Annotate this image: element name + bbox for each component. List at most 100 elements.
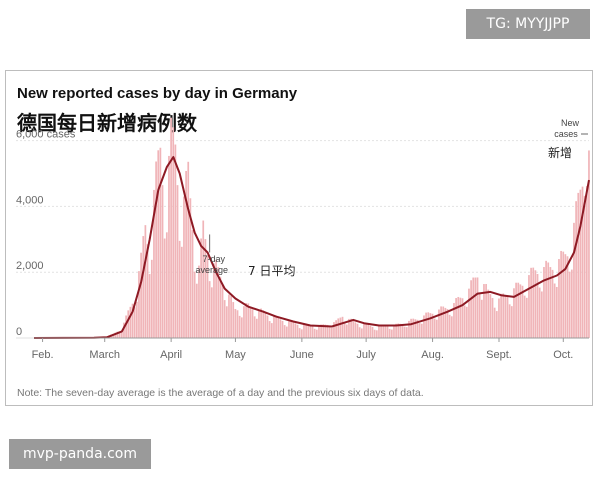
daily-bar: [425, 312, 427, 338]
daily-bar: [523, 295, 526, 338]
daily-bar: [129, 306, 132, 338]
daily-bar: [326, 324, 329, 338]
daily-bar: [168, 155, 170, 338]
average-label-zh: 7 日平均: [248, 264, 295, 278]
daily-bar: [549, 267, 552, 338]
y-tick-label: 2,000: [16, 260, 44, 272]
daily-bar: [343, 322, 346, 338]
daily-bar: [532, 267, 535, 338]
daily-bar: [438, 309, 440, 338]
daily-bar: [270, 323, 273, 338]
daily-bar: [573, 222, 575, 338]
daily-bar: [538, 287, 541, 338]
daily-bar: [502, 293, 505, 338]
daily-bar: [135, 301, 138, 338]
daily-bar: [585, 185, 588, 338]
daily-bar: [371, 326, 374, 338]
daily-bar: [223, 300, 226, 338]
daily-bar: [127, 310, 130, 338]
daily-bar: [251, 309, 254, 338]
chart-plot: 0 2,000 4,000 6,000 cases Feb. March April May…: [16, 117, 590, 361]
daily-bar: [382, 325, 385, 338]
daily-bar: [165, 232, 168, 338]
daily-bar: [309, 325, 312, 338]
daily-bar: [350, 318, 352, 338]
daily-bar: [232, 302, 235, 338]
daily-bar: [408, 320, 410, 338]
daily-bar: [555, 286, 558, 338]
new-label-zh: 新增: [548, 145, 572, 160]
daily-bar: [146, 244, 149, 338]
daily-bar: [193, 271, 196, 338]
daily-bar: [307, 324, 310, 338]
daily-bar: [517, 282, 520, 338]
daily-bar: [281, 320, 284, 338]
daily-bar: [260, 308, 262, 338]
daily-bar: [202, 220, 205, 338]
x-tick-label: March: [89, 349, 120, 361]
daily-bar: [163, 238, 166, 338]
daily-bar: [564, 254, 567, 338]
daily-bar: [200, 238, 202, 338]
daily-bar: [138, 271, 140, 338]
daily-bar: [176, 185, 179, 338]
daily-bar: [123, 322, 125, 338]
chart-subtitle: 德国每日新增病例数: [17, 111, 197, 135]
daily-bar: [285, 326, 288, 338]
daily-bar: [435, 319, 438, 338]
daily-bar: [318, 325, 320, 338]
daily-bar: [328, 327, 331, 338]
daily-bar: [131, 303, 134, 338]
daily-bar: [189, 198, 192, 338]
daily-bar: [543, 267, 545, 338]
daily-bar: [144, 225, 147, 338]
daily-bar: [262, 310, 265, 338]
daily-bar: [450, 316, 453, 338]
daily-bar: [545, 260, 547, 338]
daily-bar: [384, 325, 387, 338]
daily-bar: [236, 310, 239, 338]
chart-card: New reported cases by day in Germany 德国每…: [5, 70, 593, 406]
average-label-en-2: average: [195, 265, 228, 275]
daily-bar: [547, 262, 550, 338]
daily-bar: [395, 323, 397, 338]
daily-bar: [339, 317, 342, 338]
daily-bar: [369, 325, 372, 338]
daily-bar: [581, 186, 584, 338]
daily-bar: [508, 304, 511, 338]
chart-note: Note: The seven-day average is the avera…: [17, 387, 424, 399]
daily-bar: [448, 314, 451, 338]
daily-bar: [341, 316, 344, 338]
new-label-en-2: cases: [554, 129, 578, 139]
daily-bar: [429, 313, 432, 338]
daily-bar: [234, 308, 237, 338]
daily-bar: [187, 161, 190, 338]
daily-bar: [476, 277, 479, 338]
daily-bar: [412, 318, 415, 338]
daily-bar: [510, 306, 513, 338]
daily-bar: [423, 315, 425, 338]
x-tick-label: Feb.: [32, 349, 54, 361]
daily-bar: [465, 306, 468, 338]
daily-bar: [470, 280, 472, 338]
daily-bar: [570, 269, 573, 338]
daily-bar: [277, 317, 280, 338]
daily-bar: [536, 273, 539, 338]
daily-bar: [324, 324, 327, 338]
daily-bar: [461, 298, 464, 338]
daily-bar: [388, 328, 391, 338]
daily-bar: [558, 259, 560, 338]
x-tick-label: May: [225, 349, 246, 361]
daily-bar: [258, 309, 260, 338]
daily-bar: [540, 291, 543, 338]
x-axis: Feb. March April May June July Aug. Sept. Oct.: [32, 337, 589, 361]
daily-bar: [358, 327, 361, 338]
daily-bar: [210, 287, 213, 338]
average-line-path: [33, 156, 590, 339]
daily-bar: [433, 318, 436, 338]
watermark-top: TG: MYYJJPP: [466, 9, 590, 39]
daily-bar: [390, 329, 393, 338]
daily-bar: [363, 324, 365, 338]
daily-bar: [230, 296, 232, 338]
